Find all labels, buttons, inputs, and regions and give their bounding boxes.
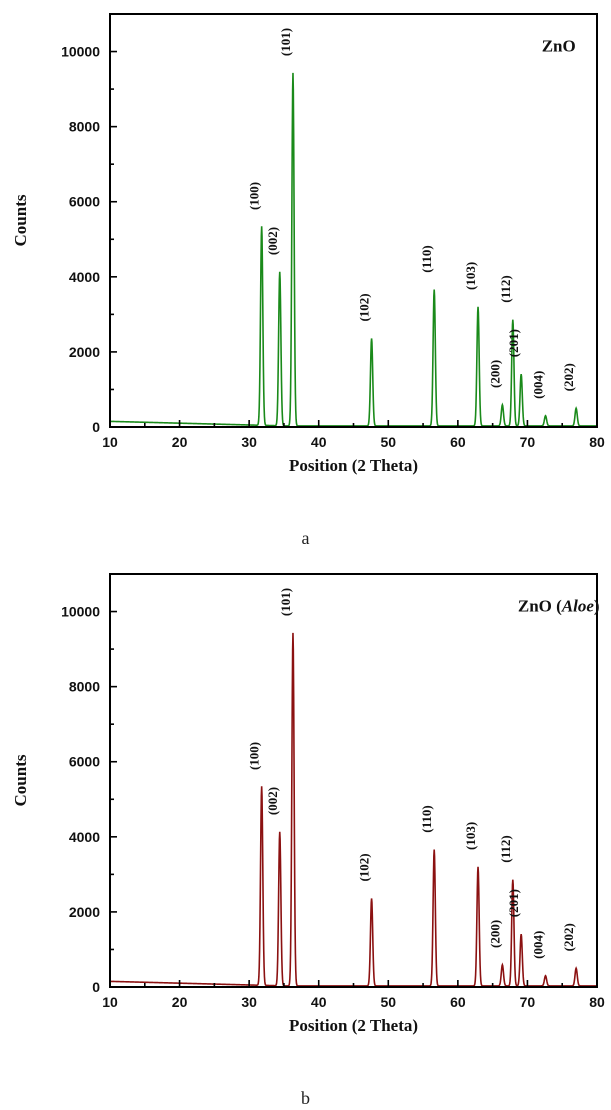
chart-b-x-tick-label: 20 [172, 994, 188, 1010]
chart-a-title: ZnO [542, 37, 576, 56]
chart-b-x-tick-label: 80 [589, 994, 605, 1010]
xrd-chart-a: 10 20 30 40 50 60 70 80 0 2000 4000 6000 8000 10000 Po… [11, 13, 605, 475]
chart-a-y-tick-label: 8000 [69, 119, 100, 135]
chart-b-peak-label: (004) [531, 931, 546, 959]
chart-a-x-tick-label: 30 [241, 434, 257, 450]
caption-a: a [301, 528, 310, 548]
xrd-chart-b: 10 20 30 40 50 60 70 80 0 2000 4000 6000 8000 10000 Po… [11, 573, 605, 1035]
chart-a-y-axis-title: Counts [11, 194, 30, 246]
chart-b-peak-label: (101) [278, 588, 293, 616]
chart-a-y-tick-label: 10000 [61, 44, 100, 60]
chart-b-y-tick-label: 4000 [69, 829, 100, 845]
chart-b-title: ZnO (Aloe) [518, 597, 600, 616]
chart-b-y-tick-label: 6000 [69, 754, 100, 770]
chart-b-peak-label: (201) [506, 889, 521, 917]
chart-b-peak-label: (202) [561, 923, 576, 951]
chart-a-x-tick-label: 70 [520, 434, 536, 450]
chart-a-peak-label: (004) [531, 371, 546, 399]
chart-a-x-tick-label: 40 [311, 434, 327, 450]
chart-b-x-tick-label: 10 [102, 994, 118, 1010]
caption-b: b [301, 1088, 310, 1108]
chart-b-y-axis-title: Counts [11, 754, 30, 806]
chart-a-plot-frame [109, 13, 598, 428]
chart-a-series-line [109, 72, 597, 427]
chart-b-peak-label: (002) [265, 787, 280, 815]
chart-b-x-axis-title: Position (2 Theta) [289, 1016, 418, 1035]
chart-a-x-tick-label: 50 [380, 434, 396, 450]
chart-a-x-tick-label: 60 [450, 434, 466, 450]
chart-b-y-tick-label: 8000 [69, 679, 100, 695]
chart-a-peak-label: (201) [506, 329, 521, 357]
chart-b-y-tick-label: 10000 [61, 604, 100, 620]
chart-b-y-tick-label: 0 [92, 979, 100, 995]
chart-a-peak-label: (200) [487, 360, 502, 388]
chart-b-series-line [109, 632, 597, 987]
chart-a-peak-label: (101) [278, 28, 293, 56]
chart-a-peak-label: (103) [463, 262, 478, 290]
chart-a-y-tick-label: 6000 [69, 194, 100, 210]
chart-b-peak-label: (110) [419, 805, 434, 832]
chart-a-peak-label: (202) [561, 363, 576, 391]
chart-a-y-tick-label: 0 [92, 419, 100, 435]
chart-b-peak-label: (200) [487, 920, 502, 948]
chart-b-peak-label: (112) [498, 835, 513, 862]
chart-a-x-tick-label: 20 [172, 434, 188, 450]
chart-a-peak-label: (002) [265, 227, 280, 255]
chart-a-peak-label: (112) [498, 275, 513, 302]
chart-a-x-tick-label: 80 [589, 434, 605, 450]
chart-b-x-tick-label: 70 [520, 994, 536, 1010]
chart-a-x-tick-label: 10 [102, 434, 118, 450]
chart-a-peak-label: (100) [247, 182, 262, 210]
chart-b-peak-label: (103) [463, 822, 478, 850]
chart-a-peak-label: (110) [419, 245, 434, 272]
chart-b-x-tick-label: 30 [241, 994, 257, 1010]
chart-b-y-tick-label: 2000 [69, 904, 100, 920]
chart-a-x-axis-title: Position (2 Theta) [289, 456, 418, 475]
chart-b-peak-label: (102) [357, 853, 372, 881]
chart-a-y-tick-label: 4000 [69, 269, 100, 285]
chart-a-peak-label: (102) [357, 293, 372, 321]
chart-a-y-tick-label: 2000 [69, 344, 100, 360]
chart-b-x-tick-label: 60 [450, 994, 466, 1010]
chart-b-x-tick-label: 40 [311, 994, 327, 1010]
chart-b-x-tick-label: 50 [380, 994, 396, 1010]
chart-b-plot-frame [109, 573, 598, 988]
chart-b-peak-label: (100) [247, 742, 262, 770]
